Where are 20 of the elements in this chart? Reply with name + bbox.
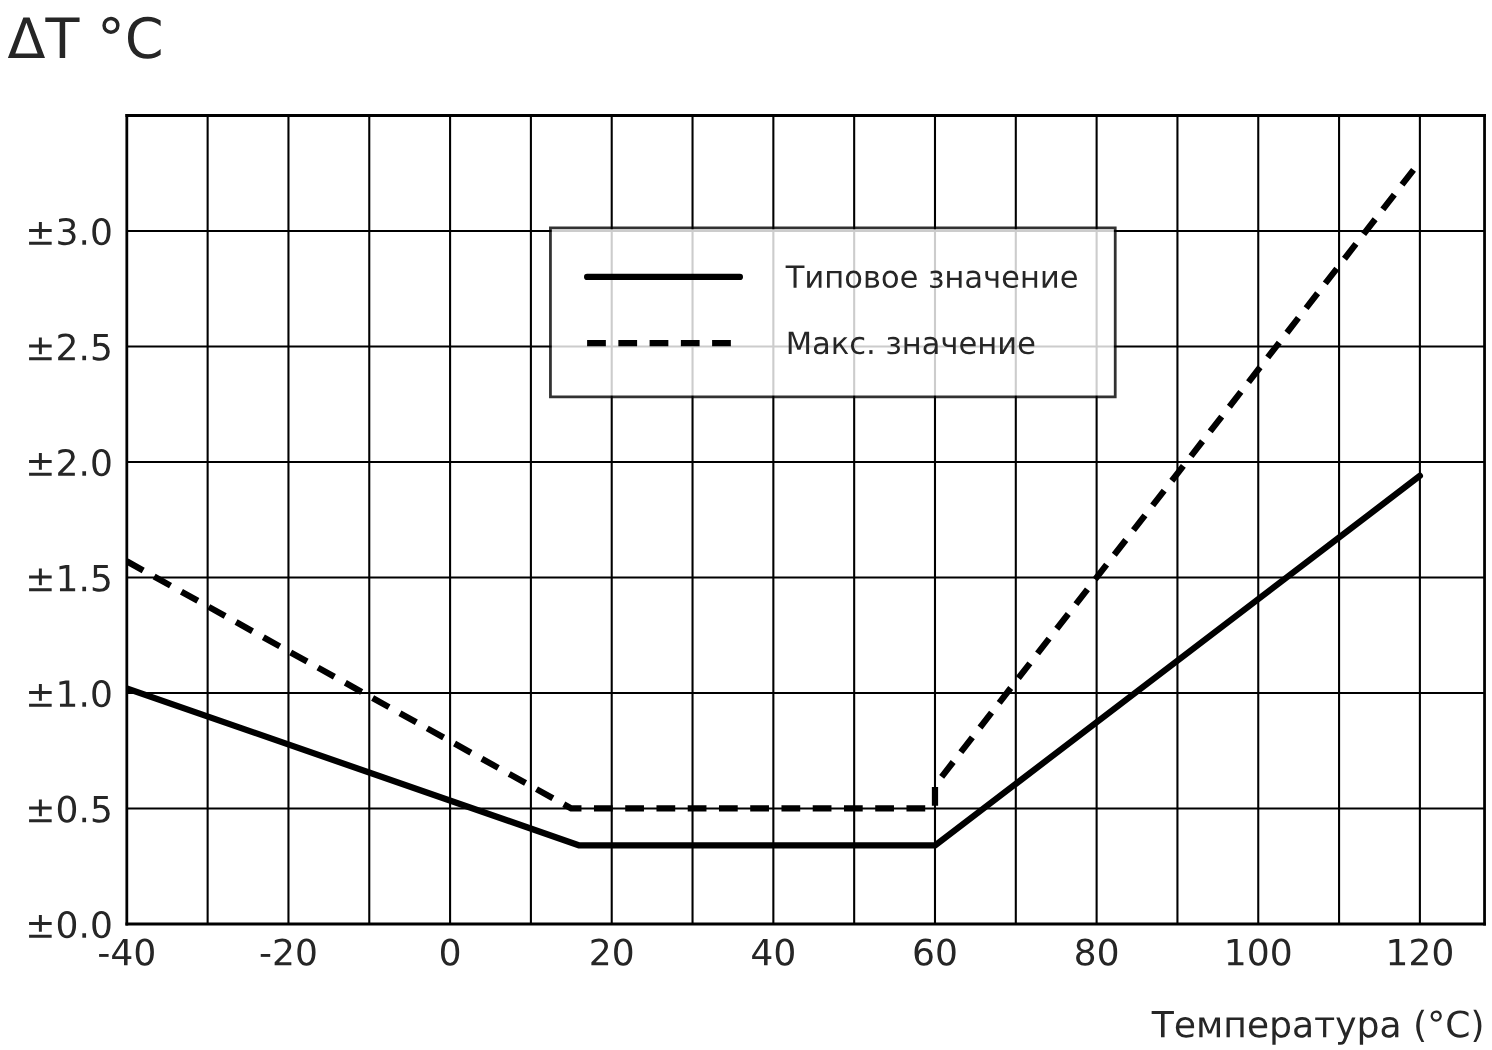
y-axis-title: ΔT °C xyxy=(7,16,161,59)
x-tick-label: 0 xyxy=(440,938,460,966)
legend-label: Типовое значение xyxy=(785,265,1077,289)
y-tick-label: ±0.0 xyxy=(29,910,111,939)
legend-label: Макс. значение xyxy=(788,331,1035,355)
x-tick-label: 100 xyxy=(1227,938,1291,966)
x-tick-label: -40 xyxy=(99,938,154,966)
y-tick-label: ±3.0 xyxy=(29,217,111,246)
x-tick-label: 60 xyxy=(914,938,956,966)
y-tick-label: ±2.0 xyxy=(29,448,111,477)
x-tick-label: 80 xyxy=(1076,938,1118,966)
y-tick-label: ±0.5 xyxy=(29,795,110,823)
x-tick-label: 20 xyxy=(591,938,633,966)
x-tick-label: 40 xyxy=(752,938,794,966)
x-axis-title: Температура (°C) xyxy=(1151,1009,1482,1045)
x-tick-label: -20 xyxy=(260,938,316,966)
y-tick-label: ±1.0 xyxy=(29,679,111,708)
y-tick-label: ±1.5 xyxy=(29,564,110,592)
x-tick-label: 120 xyxy=(1389,938,1452,966)
y-tick-label: ±2.5 xyxy=(29,333,110,361)
